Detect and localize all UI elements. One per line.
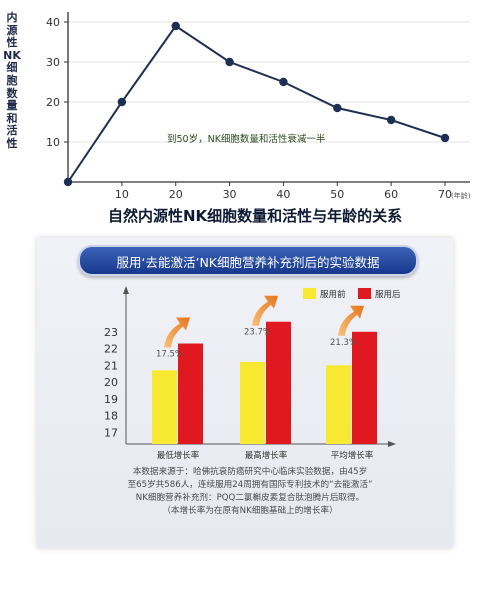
line-chart-points [63,21,450,187]
bar-chart-y-axis-arrow [123,286,129,294]
bar-chart-y-ticks: 17 18 19 20 21 22 23 [104,326,118,440]
bar-chart-y-tick-label: 18 [104,410,118,423]
line-chart-y-tick-label: 20 [46,96,60,109]
bar-chart-y-tick-label: 20 [104,376,118,389]
growth-labels: 17.5% 23.7% 21.3% [156,328,357,360]
line-chart-y-tick-label: 40 [46,16,60,29]
notes-line: 本数据来源于：哈佛抗衰防癌研究中心临床实验数据，由45岁 [132,467,368,477]
growth-label: 23.7% [244,328,271,338]
line-chart-x-tick-label: 20 [169,188,183,201]
line-chart-point [333,103,342,113]
line-chart-y-ticks: 10 20 30 40 [46,16,68,149]
bar-chart-bars [152,321,377,444]
line-chart-y-tick-label: 10 [46,136,60,149]
bar-chart-y-tick-label: 17 [104,426,118,439]
data-source-notes: 本数据来源于：哈佛抗衰防癌研究中心临床实验数据，由45岁 至65岁共586人，连… [90,466,410,518]
legend-swatch-after [358,288,371,299]
line-chart-annotation: 到50岁，NK细胞数量和活性衰减一半 [167,133,325,145]
line-chart-y-tick-label: 30 [46,56,60,69]
line-chart-gridlines [68,21,470,143]
bar-chart-category-label: 最高增长率 [245,450,288,461]
age-line-chart: 10 20 30 40 10 20 30 40 50 60 70 到50岁，NK细胞数量和活性衰减… [46,12,471,201]
line-chart-point [63,177,73,187]
line-chart-point [440,133,450,143]
line-chart-x-unit: (年龄) [451,191,471,200]
bar-before [326,365,351,444]
bar-chart-category-label: 平均增长率 [331,450,374,461]
line-chart-point [117,97,127,107]
bar-after [352,331,377,444]
bar-before [240,361,265,444]
line-chart-y-label: 内源性NK细胞数量和活性 [3,11,21,150]
line-chart-point [386,115,396,125]
notes-line: NK细胞营养补充剂：PQQ二氯槲皮素复合肽泡腾片后取得。 [135,493,365,503]
growth-label: 17.5% [156,350,183,360]
bar-chart-y-tick-label: 19 [104,393,118,406]
line-chart-x-ticks: 10 20 30 40 50 60 70 [115,182,452,201]
legend-label-before: 服用前 [320,289,346,300]
line-chart-x-tick-label: 60 [384,188,398,201]
notes-line: 至65岁共586人，连续服用24周拥有国际专利技术的“去能激活” [127,480,373,490]
legend-swatch-before [303,288,316,299]
notes-line: （本增长率为在原有NK细胞基础上的增长率） [162,506,338,516]
line-chart-point [171,21,180,31]
growth-arrow-icon [338,305,364,336]
bar-chart-x-axis-arrow [388,441,396,447]
growth-arrow-icon [252,295,278,326]
bar-after [266,321,291,444]
line-chart-x-tick-label: 70 [438,188,452,201]
line-chart-x-tick-label: 40 [276,188,290,201]
line-chart-x-tick-label: 30 [223,188,237,201]
experiment-banner: 服用‘去能激活’NK细胞营养补充剂后的实验数据 [78,245,418,276]
line-chart-x-tick-label: 10 [115,188,129,201]
growth-label: 21.3% [330,338,357,348]
bar-chart-title: 服用‘去能激活’NK细胞营养补充剂后的实验数据 [116,255,380,270]
line-chart-x-tick-label: 50 [330,188,344,201]
legend-label-after: 服用后 [375,289,401,300]
bar-before [152,370,177,444]
line-chart-point [279,77,288,87]
bar-after [178,343,203,444]
bar-chart-categories: 最低增长率 最高增长率 平均增长率 [157,450,374,461]
growth-arrows [164,295,364,348]
line-chart-title: 自然内源性NK细胞数量和活性与年龄的关系 [108,207,403,225]
bar-chart-legend: 服用前 服用后 [303,288,401,300]
bar-chart-y-tick-label: 22 [104,343,118,356]
growth-arrow-icon [164,317,190,348]
bar-chart-y-tick-label: 21 [104,359,118,372]
nk-activity-line [67,24,446,183]
bar-chart-y-tick-label: 23 [104,326,118,339]
line-chart-point [225,57,234,67]
bar-chart-category-label: 最低增长率 [157,450,200,461]
